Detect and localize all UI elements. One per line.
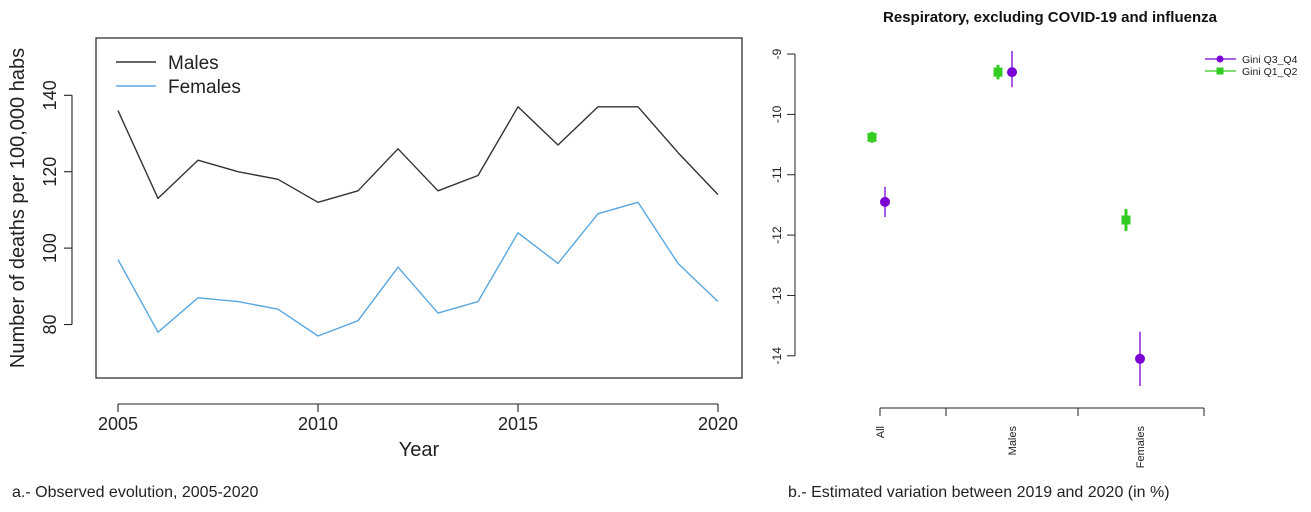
x-tick-label: 2005 (98, 414, 138, 434)
y-tick-label: -13 (770, 286, 784, 304)
x-tick-label: 2020 (698, 414, 738, 434)
point-estimate (1007, 67, 1017, 78)
point-estimate (880, 196, 890, 207)
x-category-label: All (875, 426, 887, 438)
estimate-points (867, 51, 1145, 386)
legend-label: Males (168, 53, 219, 74)
y-axis-label: Number of deaths per 100,000 habs (7, 48, 29, 368)
y-tick-label: -11 (770, 166, 784, 183)
x-tick-label: 2010 (298, 414, 338, 434)
y-tick-label: 140 (40, 80, 60, 110)
x-category-label: Males (1007, 426, 1019, 456)
line-chart-panel: 2005 2010 2015 2020 80 100 120 140 Year Number … (7, 37, 743, 461)
legend-label: Gini Q1_Q2 (1242, 66, 1298, 78)
series-line-females (117, 201, 719, 337)
x-category-label: Females (1135, 426, 1147, 469)
x-axis-label: Year (399, 439, 440, 461)
axes: 2005 2010 2015 2020 80 100 120 140 (40, 80, 738, 434)
legend-label: Females (168, 77, 241, 98)
panel-b-caption: b.- Estimated variation between 2019 and… (788, 484, 1170, 501)
legend-marker (1216, 55, 1224, 63)
y-tick-label: 80 (40, 315, 60, 335)
point-estimate (867, 132, 877, 142)
y-tick-label: -14 (770, 347, 784, 365)
point-estimate (1121, 215, 1131, 225)
point-estimate (993, 67, 1003, 77)
y-tick-label: -9 (770, 48, 784, 59)
legend: Males Females (116, 53, 241, 98)
dot-chart-panel: Respiratory, excluding COVID-19 and infl… (770, 9, 1298, 468)
y-tick-label: 120 (40, 157, 60, 187)
legend-label: Gini Q3_Q4 (1242, 54, 1298, 66)
plot-frame (95, 37, 743, 379)
y-tick-label: 100 (40, 233, 60, 263)
legend-marker (1216, 67, 1224, 75)
chart-title: Respiratory, excluding COVID-19 and infl… (883, 9, 1218, 26)
series-lines (117, 106, 719, 337)
x-tick-label: 2015 (498, 414, 538, 434)
panel-a-caption: a.- Observed evolution, 2005-2020 (12, 484, 259, 501)
point-estimate (1135, 353, 1145, 364)
y-tick-label: -12 (770, 226, 784, 244)
series-line-males (117, 106, 719, 204)
axes: -9 -10 -11 -12 -13 -14 All Males Females (770, 48, 1205, 469)
y-tick-label: -10 (770, 105, 784, 123)
